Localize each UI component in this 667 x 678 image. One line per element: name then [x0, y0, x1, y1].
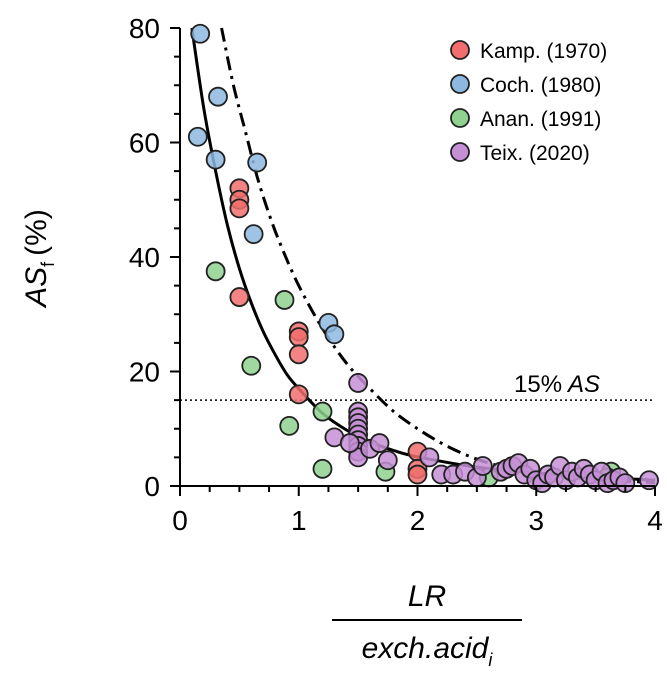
reference-label: 15% AS — [514, 371, 600, 398]
series-1 — [187, 23, 345, 345]
legend-item: Anan. (1991) — [450, 108, 601, 131]
y-axis-title: ASf (%) — [20, 209, 58, 309]
y-tick-label: 20 — [129, 357, 160, 388]
data-point — [279, 415, 300, 436]
series-0 — [229, 178, 428, 485]
legend-label: Teix. (2020) — [480, 142, 590, 165]
x-axis-title-denominator: exch.acid — [362, 632, 490, 665]
legend-label: Coch. (1980) — [480, 74, 601, 97]
data-point — [288, 327, 309, 348]
x-tick-label: 2 — [410, 505, 426, 536]
data-point — [247, 152, 268, 173]
legend-marker — [450, 40, 470, 60]
y-axis-title-sub: f — [38, 261, 58, 267]
reference-label-value: 15% — [514, 371, 562, 398]
data-point — [312, 401, 333, 422]
data-point — [419, 447, 440, 468]
legend-marker — [450, 142, 470, 162]
data-point — [208, 86, 228, 107]
data-point — [615, 473, 636, 494]
y-axis-title-main: AS — [20, 267, 53, 309]
data-point — [190, 23, 211, 44]
x-tick-label: 0 — [172, 505, 188, 536]
legend-marker — [450, 74, 470, 94]
legend-item: Kamp. (1970) — [450, 40, 607, 63]
data-point — [229, 287, 250, 307]
series-3 — [324, 373, 659, 494]
data-points — [187, 23, 659, 494]
data-point — [205, 149, 226, 170]
data-point — [229, 198, 250, 219]
data-point — [187, 126, 208, 147]
legend-item: Coch. (1980) — [450, 74, 601, 97]
svg-text:15%AS: 15% AS — [514, 371, 600, 398]
reference-label-italic: AS — [566, 371, 600, 398]
y-tick-label: 0 — [144, 471, 160, 502]
data-point — [348, 373, 369, 393]
data-point — [407, 464, 428, 485]
svg-text:exch.acidi: exch.acidi — [362, 632, 494, 670]
data-point — [288, 344, 309, 365]
data-point — [241, 355, 262, 376]
data-point — [369, 433, 390, 453]
data-point — [312, 458, 333, 479]
x-tick-label: 1 — [291, 505, 307, 536]
legend-item: Teix. (2020) — [450, 142, 590, 165]
y-tick-label: 80 — [129, 13, 160, 44]
data-point — [339, 433, 360, 453]
y-tick-label: 40 — [129, 242, 160, 273]
x-axis-title: LR exch.acidi — [332, 580, 522, 670]
legend-label: Anan. (1991) — [480, 108, 601, 131]
legend-marker — [450, 108, 470, 128]
data-point — [205, 261, 226, 282]
legend-label: Kamp. (1970) — [480, 40, 607, 63]
data-point — [472, 456, 493, 476]
data-point — [377, 450, 398, 471]
axes: 0 20 40 60 80 0 1 2 3 4 — [129, 13, 663, 536]
x-tick-label: 3 — [528, 505, 544, 536]
x-tick-label: 4 — [647, 505, 663, 536]
data-point — [639, 470, 659, 491]
data-point — [274, 290, 295, 310]
y-axis-title-unit: (%) — [20, 209, 53, 256]
y-tick-label: 60 — [129, 128, 160, 159]
svg-text:ASf(%): ASf (%) — [20, 209, 58, 309]
x-axis-title-denominator-sub: i — [488, 650, 493, 670]
data-point — [243, 224, 264, 245]
x-axis-title-numerator: LR — [408, 580, 446, 613]
data-point — [324, 324, 345, 345]
legend: Kamp. (1970) Coch. (1980) Anan. (1991) Teix… — [450, 40, 607, 165]
data-point — [288, 384, 309, 405]
